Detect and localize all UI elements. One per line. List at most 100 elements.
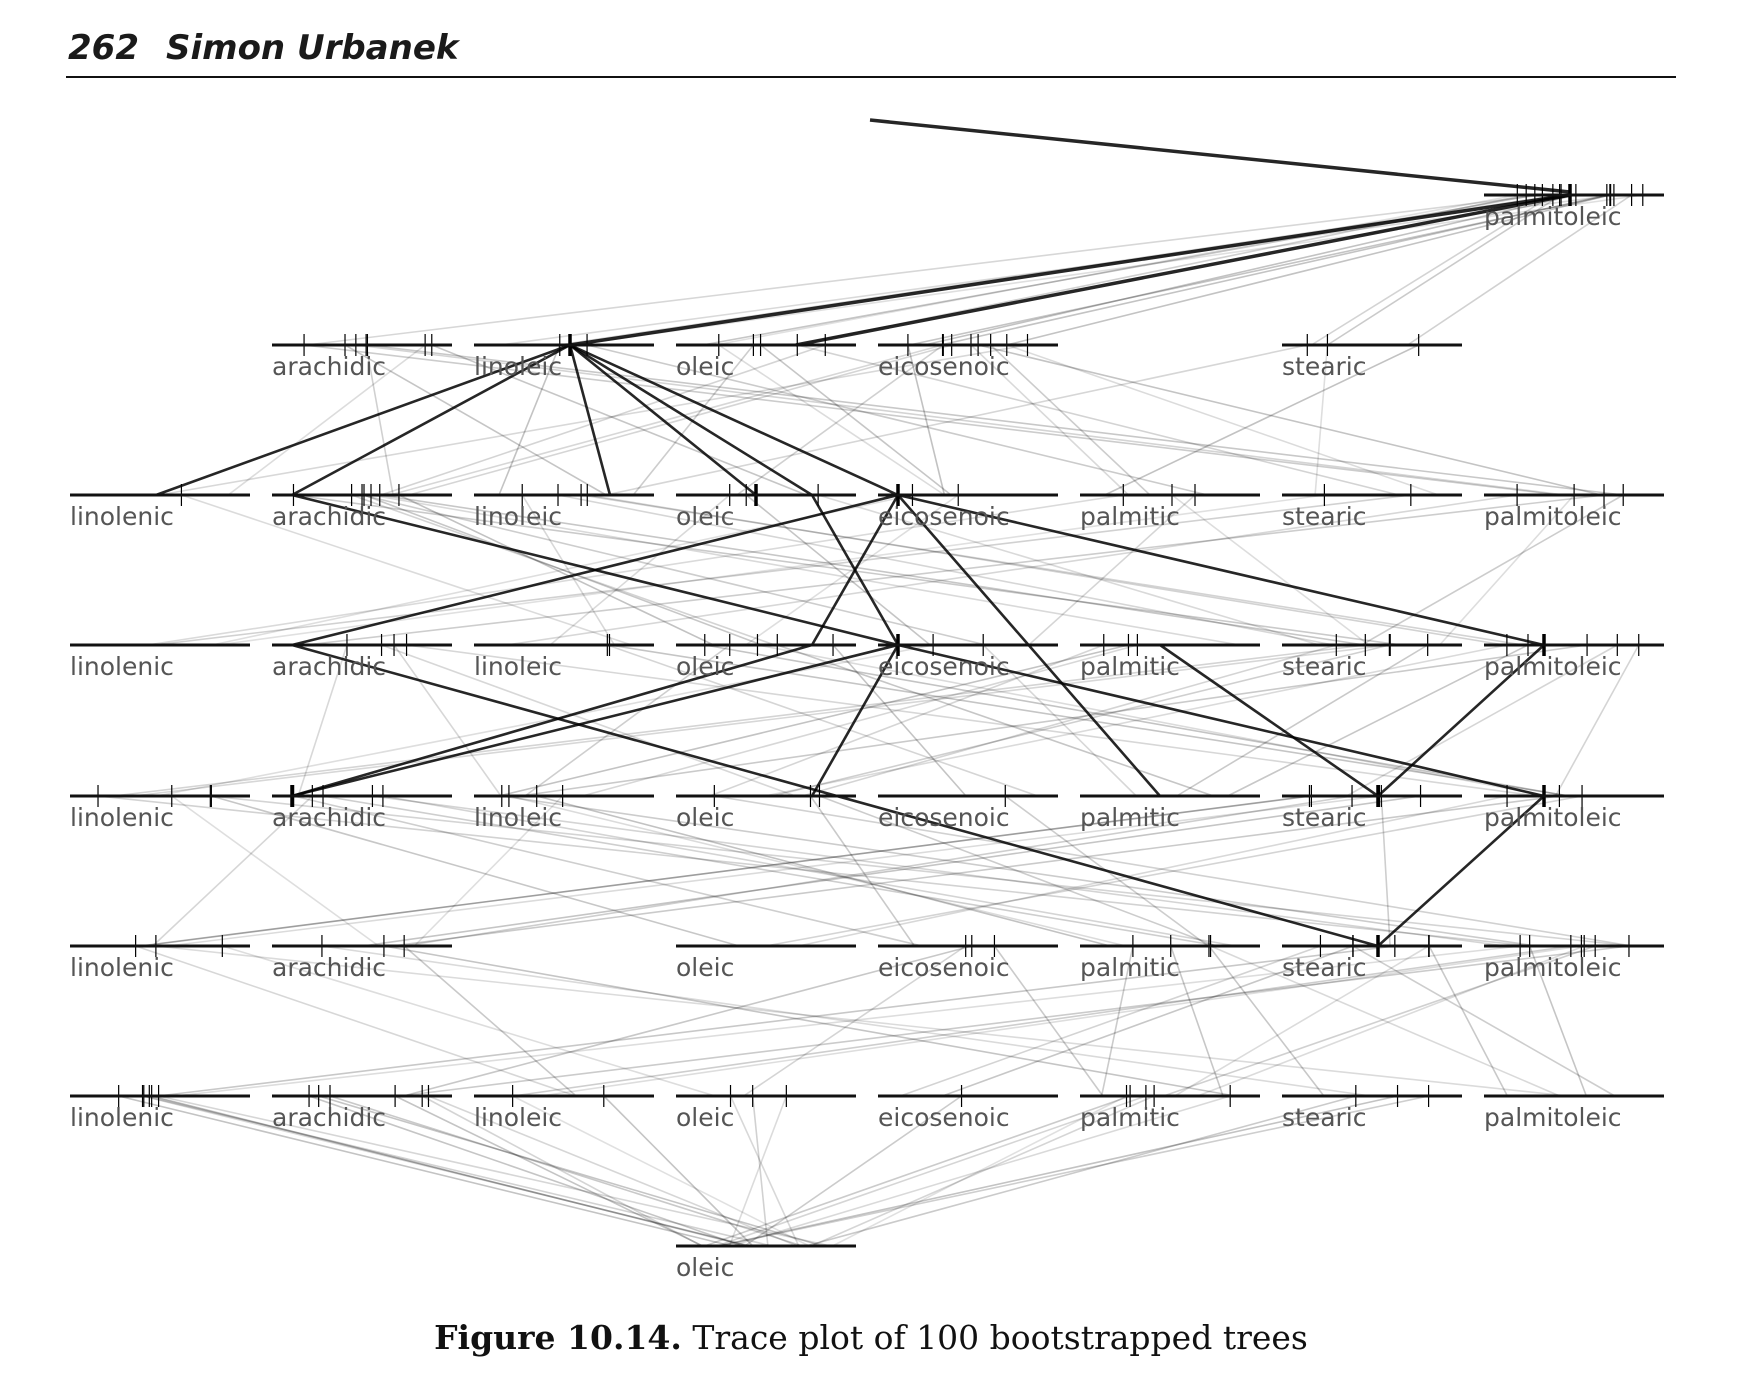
trace-line bbox=[970, 344, 1130, 496]
node-3-eicosenoic: eicosenoic bbox=[878, 643, 1058, 681]
trace-line bbox=[305, 494, 1605, 646]
variable-label: oleic bbox=[676, 1253, 734, 1282]
node-0-palmitoleic: palmitoleic bbox=[1484, 193, 1664, 231]
trace-line bbox=[329, 1095, 803, 1247]
trace-line bbox=[572, 194, 1643, 346]
trace-line bbox=[569, 343, 757, 497]
node-1-linoleic: linoleic bbox=[474, 343, 654, 381]
trace-line bbox=[1159, 643, 1379, 798]
trace-line bbox=[731, 1095, 1231, 1247]
trace-line bbox=[222, 945, 716, 1097]
trace-line bbox=[1314, 344, 1329, 496]
variable-label: palmitic bbox=[1080, 1103, 1180, 1132]
trace-plot: palmitoleic arachidic linoleic oleic eicosen… bbox=[70, 118, 1664, 1282]
trace-line bbox=[181, 494, 632, 646]
node-1-arachidic: arachidic bbox=[272, 343, 452, 381]
trace-line bbox=[512, 1095, 810, 1247]
variable-label: arachidic bbox=[272, 953, 386, 982]
trace-line bbox=[714, 795, 1633, 947]
trace-line bbox=[135, 945, 577, 1097]
node-5-eicosenoic: eicosenoic bbox=[878, 944, 1058, 982]
trace-line bbox=[810, 1095, 1155, 1247]
node-2-eicosenoic: eicosenoic bbox=[878, 493, 1058, 531]
variable-label: stearic bbox=[1282, 502, 1367, 531]
trace-line bbox=[408, 344, 952, 496]
trace-line bbox=[603, 1095, 754, 1247]
trace-line bbox=[155, 945, 1569, 1097]
trace-line bbox=[897, 493, 1545, 647]
page-number: 262 bbox=[68, 28, 139, 68]
node-6-stearic: stearic bbox=[1282, 1094, 1462, 1132]
variable-label: eicosenoic bbox=[878, 502, 1010, 531]
trace-line bbox=[1377, 644, 1545, 797]
trace-line bbox=[607, 644, 1038, 797]
trace-line bbox=[1361, 494, 1624, 646]
trace-line bbox=[1208, 945, 1325, 1097]
trace-line bbox=[729, 1095, 800, 1247]
trace-line bbox=[372, 795, 1506, 947]
variable-label: linoleic bbox=[474, 1103, 562, 1132]
trace-line bbox=[715, 194, 1518, 346]
trace-line bbox=[718, 1095, 1398, 1247]
trace-line bbox=[524, 644, 731, 797]
trace-line bbox=[582, 644, 1138, 797]
trace-line bbox=[306, 194, 1543, 346]
trace-line bbox=[1227, 644, 1529, 797]
trace-line bbox=[795, 193, 1571, 347]
trace-line bbox=[498, 344, 561, 496]
node-6-palmitic: palmitic bbox=[1080, 1094, 1260, 1132]
node-6-oleic: oleic bbox=[676, 1094, 856, 1132]
trace-line bbox=[977, 344, 1602, 496]
trace-line bbox=[1174, 945, 1430, 1097]
variable-label: linolenic bbox=[70, 502, 174, 531]
trace-line bbox=[832, 1095, 1127, 1247]
node-3-palmitoleic: palmitoleic bbox=[1484, 643, 1664, 681]
node-1-stearic: stearic bbox=[1282, 343, 1462, 381]
trace-line bbox=[745, 494, 931, 646]
trace-line bbox=[217, 494, 1325, 646]
trace-line bbox=[942, 945, 1354, 1097]
node-6-linoleic: linoleic bbox=[474, 1094, 654, 1132]
node-3-linoleic: linoleic bbox=[474, 643, 654, 681]
node-3-arachidic: arachidic bbox=[272, 643, 452, 681]
variable-label: palmitic bbox=[1080, 803, 1180, 832]
trace-line bbox=[1006, 194, 1611, 346]
trace-line bbox=[900, 945, 1321, 1097]
node-4-palmitoleic: palmitoleic bbox=[1484, 794, 1664, 832]
trace-line bbox=[805, 1095, 1357, 1247]
trace-line bbox=[379, 494, 1365, 646]
trace-line bbox=[168, 795, 1380, 947]
trace-line bbox=[308, 1095, 743, 1247]
trace-line bbox=[1407, 194, 1633, 346]
node-4-stearic: stearic bbox=[1282, 794, 1462, 832]
variable-label: palmitic bbox=[1080, 953, 1180, 982]
trace-line bbox=[809, 795, 916, 947]
node-2-arachidic: arachidic bbox=[272, 493, 452, 531]
trace-line bbox=[362, 795, 1421, 947]
trace-line bbox=[382, 795, 1236, 947]
trace-line bbox=[540, 945, 1582, 1097]
variable-label: palmitoleic bbox=[1484, 803, 1622, 832]
variable-label: arachidic bbox=[272, 652, 386, 681]
trace-line bbox=[1346, 644, 1618, 797]
trace-line bbox=[171, 795, 380, 947]
variable-label: arachidic bbox=[272, 352, 386, 381]
variable-label: arachidic bbox=[272, 502, 386, 531]
trace-line bbox=[1100, 945, 1134, 1097]
variable-label: eicosenoic bbox=[878, 953, 1010, 982]
trace-line bbox=[810, 644, 900, 797]
trace-line bbox=[1380, 795, 1391, 947]
trace-line bbox=[751, 1095, 769, 1247]
trace-line bbox=[1028, 494, 1196, 646]
node-5-palmitoleic: palmitoleic bbox=[1484, 944, 1664, 982]
trace-line bbox=[404, 795, 1353, 947]
trace-line bbox=[158, 344, 1028, 496]
trace-line bbox=[797, 344, 1399, 496]
trace-line bbox=[609, 644, 1571, 797]
node-2-stearic: stearic bbox=[1282, 493, 1462, 531]
trace-line bbox=[143, 1095, 773, 1247]
trace-line bbox=[506, 494, 1518, 646]
trace-line bbox=[114, 644, 1366, 797]
trace-line bbox=[322, 795, 1220, 947]
variable-label: oleic bbox=[676, 1103, 734, 1132]
